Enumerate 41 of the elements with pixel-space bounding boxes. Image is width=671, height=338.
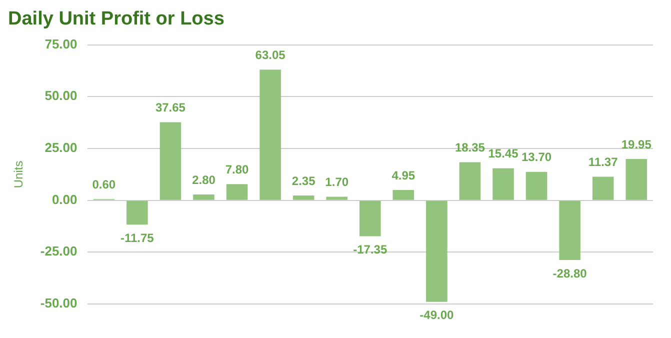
bar (326, 196, 348, 200)
bar (226, 184, 248, 200)
data-label: 2.80 (192, 172, 216, 187)
bar (260, 70, 281, 200)
bar (559, 200, 580, 260)
data-label: -17.35 (353, 242, 388, 257)
data-label: 7.80 (225, 162, 250, 176)
data-label: 4.95 (392, 168, 416, 182)
data-label: 19.95 (621, 137, 652, 152)
data-label: 37.65 (155, 100, 186, 115)
bar (292, 195, 314, 200)
bar (626, 158, 648, 200)
data-label: 11.37 (588, 155, 618, 170)
chart-title: Daily Unit Profit or Loss (8, 8, 224, 30)
bar (359, 200, 381, 236)
bar (492, 168, 514, 200)
bar (592, 176, 614, 200)
bar (126, 200, 148, 225)
y-tick-label: 50.00 (44, 88, 78, 104)
y-axis-title: Units (12, 160, 26, 188)
bar (193, 194, 214, 200)
bar (392, 190, 414, 200)
data-label: -11.75 (120, 230, 154, 245)
bar (426, 200, 448, 302)
y-tick-label: -25.00 (40, 244, 78, 259)
data-label: 63.05 (255, 48, 286, 62)
bar (160, 122, 182, 200)
y-tick-label: 75.00 (44, 36, 78, 52)
data-label: -28.80 (552, 266, 588, 280)
bar (526, 172, 548, 200)
bar (459, 162, 481, 200)
data-label: 18.35 (454, 140, 486, 155)
y-tick-label: 25.00 (44, 140, 78, 156)
data-label: 13.70 (522, 150, 552, 164)
data-label: 1.70 (325, 175, 349, 190)
y-tick-label: 0.00 (52, 192, 78, 207)
data-label: 2.35 (292, 174, 316, 188)
data-label: -49.00 (420, 308, 454, 322)
data-label: 15.45 (488, 146, 519, 161)
y-tick-label: -50.00 (40, 296, 78, 311)
data-label: 0.60 (92, 177, 116, 192)
